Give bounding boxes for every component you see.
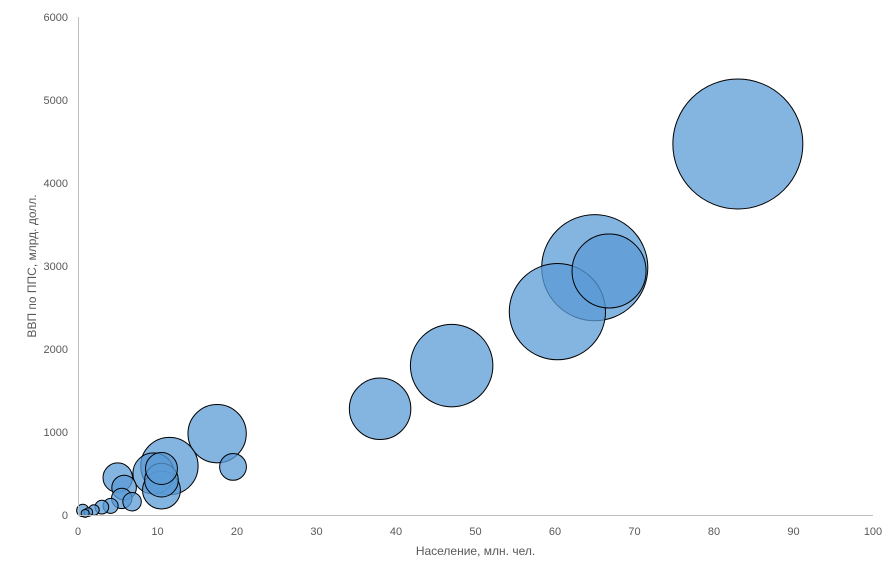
x-tick-label: 80 [708,526,720,538]
y-tick-label: 6000 [44,12,68,24]
x-axis-title: Население, млн. чел. [416,544,535,558]
bubble-point [219,452,247,481]
y-tick-label: 2000 [44,344,68,356]
x-tick-label: 40 [390,526,402,538]
x-tick-label: 20 [231,526,243,538]
x-tick-label: 0 [75,526,81,538]
x-tick-label: 10 [151,526,163,538]
y-tick-label: 3000 [44,261,68,273]
x-tick-label: 30 [310,526,322,538]
bubble-layer [76,78,804,518]
x-tick-label: 100 [864,526,882,538]
bubble-point [80,508,90,518]
x-tick-labels: 0 10 20 30 40 50 60 70 80 90 100 [75,526,882,538]
x-tick-label: 50 [469,526,481,538]
bubble-point [571,233,647,309]
y-tick-labels: 0 1000 2000 3000 4000 5000 6000 [44,12,68,522]
y-tick-label: 5000 [44,95,68,107]
x-tick-label: 90 [787,526,799,538]
bubble-point [144,452,178,485]
y-tick-label: 4000 [44,178,68,190]
bubble-point [187,403,247,464]
y-tick-label: 1000 [44,427,68,439]
y-axis-title: ВВП по ППС, млрд. долл. [25,194,39,337]
bubble-point [409,323,494,408]
x-tick-label: 60 [549,526,561,538]
y-tick-label: 0 [62,510,68,522]
bubble-point [672,78,804,210]
x-tick-label: 70 [628,526,640,538]
bubble-point [348,377,412,441]
bubble-point [122,491,142,512]
